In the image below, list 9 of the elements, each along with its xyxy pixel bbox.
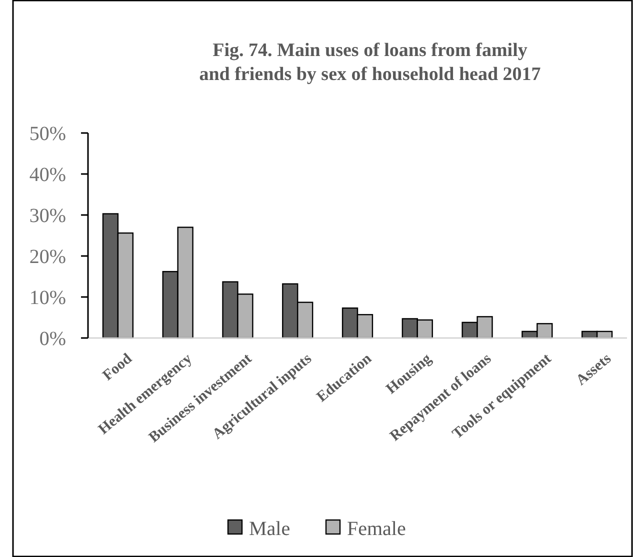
chart-title: Fig. 74. Main uses of loans from family and friends by sex of household head 2017 (199, 40, 542, 85)
y-tick-label: 30% (29, 205, 66, 227)
y-tick-label: 10% (29, 287, 66, 309)
legend-label: Female (347, 518, 406, 540)
y-tick-label: 20% (29, 246, 66, 268)
y-tick-label: 0% (39, 328, 66, 350)
legend-label: Male (249, 518, 290, 540)
y-tick-label: 40% (29, 164, 66, 186)
y-tick-label: 50% (29, 123, 66, 145)
